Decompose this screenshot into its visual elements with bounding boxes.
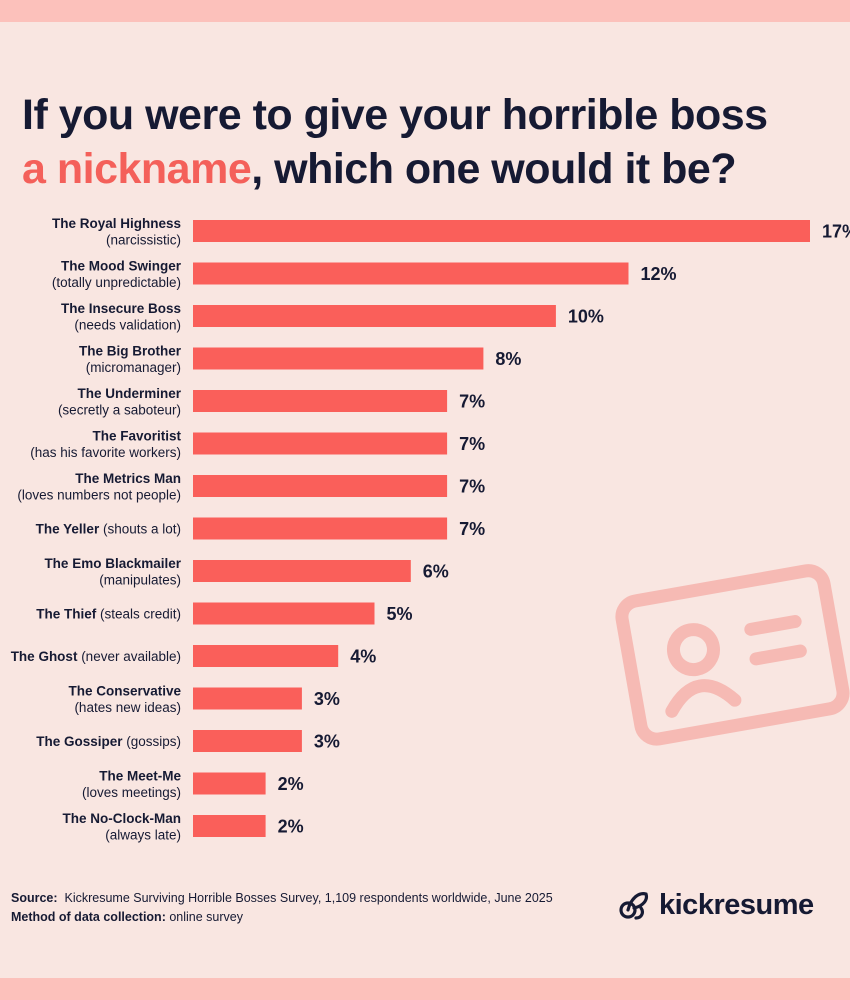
title-line-1: If you were to give your horrible boss: [22, 91, 768, 139]
method-label: Method of data collection:: [11, 910, 166, 924]
bar-9: [193, 602, 375, 625]
id-card-icon: [615, 564, 850, 746]
bar-4: [193, 390, 448, 412]
value-label-10: 4%: [350, 647, 376, 667]
category-name-0: The Royal Highness: [52, 216, 181, 231]
category-label-12: The Gossiper (gossips): [36, 734, 181, 749]
category-name-3: The Big Brother: [79, 344, 182, 359]
bar-12: [193, 730, 302, 752]
value-label-6: 7%: [459, 477, 485, 497]
value-label-1: 12%: [641, 264, 677, 284]
value-label-12: 3%: [314, 732, 340, 752]
kickresume-logo-icon: [619, 892, 649, 920]
bar-14: [193, 815, 266, 837]
category-desc-13: (loves meetings): [82, 785, 181, 800]
category-name-2: The Insecure Boss: [61, 301, 181, 316]
bar-2: [193, 305, 556, 327]
top-decor-band: [0, 0, 850, 22]
category-name-11: The Conservative: [68, 684, 181, 699]
bar-8: [193, 560, 411, 582]
category-name-14: The No-Clock-Man: [62, 811, 181, 826]
category-desc-8: (manipulates): [99, 573, 181, 588]
bottom-decor-band: [0, 978, 850, 1000]
value-label-11: 3%: [314, 689, 340, 709]
bar-13: [193, 772, 266, 795]
value-label-4: 7%: [459, 392, 485, 412]
category-name-5: The Favoritist: [92, 429, 181, 444]
bar-chart: 17% The Royal Highness (narcissistic) 12% Th…: [11, 216, 850, 843]
bar-7: [193, 517, 448, 540]
category-desc-3: (micromanager): [86, 360, 181, 375]
source-label: Source:: [11, 891, 58, 905]
bar-6: [193, 475, 448, 497]
footer-notes: Source: Kickresume Surviving Horrible Bo…: [11, 889, 553, 927]
title-rest: , which one would it be?: [251, 145, 737, 193]
chart-title: If you were to give your horrible boss a…: [22, 88, 842, 196]
value-label-14: 2%: [278, 817, 304, 837]
category-desc-11: (hates new ideas): [74, 700, 181, 715]
category-label-10: The Ghost (never available): [11, 649, 181, 664]
category-label-7: The Yeller (shouts a lot): [36, 522, 181, 537]
category-label-9: The Thief (steals credit): [36, 607, 181, 622]
value-label-2: 10%: [568, 307, 604, 327]
source-line: Source: Kickresume Surviving Horrible Bo…: [11, 889, 553, 908]
value-label-13: 2%: [278, 774, 304, 794]
category-name-4: The Underminer: [77, 386, 181, 401]
category-desc-6: (loves numbers not people): [17, 488, 181, 503]
method-text: online survey: [169, 910, 243, 924]
method-line: Method of data collection: online survey: [11, 908, 553, 927]
value-label-9: 5%: [387, 604, 413, 624]
category-desc-4: (secretly a saboteur): [58, 403, 181, 418]
value-label-5: 7%: [459, 434, 485, 454]
category-desc-2: (needs validation): [74, 318, 181, 333]
bar-10: [193, 645, 339, 667]
category-name-6: The Metrics Man: [75, 471, 181, 486]
value-label-0: 17%: [822, 222, 850, 242]
value-label-3: 8%: [495, 349, 521, 369]
bar-5: [193, 432, 448, 455]
category-desc-1: (totally unpredictable): [52, 275, 181, 290]
title-accent: a nickname: [22, 145, 252, 193]
bar-1: [193, 262, 629, 285]
category-name-13: The Meet-Me: [99, 769, 181, 784]
bar-0: [193, 220, 810, 242]
source-text: Kickresume Surviving Horrible Bosses Sur…: [64, 891, 553, 905]
value-label-8: 6%: [423, 562, 449, 582]
brand-logo: kickresume: [617, 888, 814, 922]
bar-3: [193, 347, 484, 370]
logo-text: kickresume: [659, 888, 814, 921]
category-desc-0: (narcissistic): [106, 233, 181, 248]
category-desc-5: (has his favorite workers): [30, 445, 181, 460]
category-desc-14: (always late): [105, 828, 181, 843]
value-label-7: 7%: [459, 519, 485, 539]
category-name-1: The Mood Swinger: [61, 259, 182, 274]
category-name-8: The Emo Blackmailer: [44, 556, 181, 571]
bar-11: [193, 687, 302, 710]
